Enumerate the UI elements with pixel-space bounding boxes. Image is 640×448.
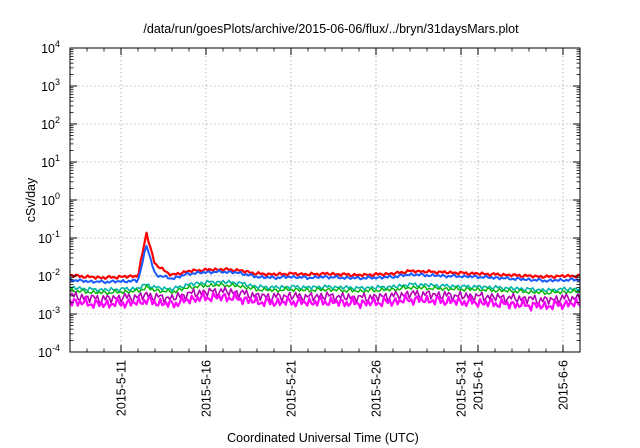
y-tick-labels: 10-4 10-3 10-2 10-1 100 101 102 103 104 [38,39,60,360]
series-line [69,282,581,296]
y-tick-label: 10-4 [38,343,60,360]
x-tick-labels: 2015-5-11 2015-5-16 2015-5-21 2015-5-26 2015… [115,360,571,417]
x-tick-label: 2015-5-16 [200,360,214,417]
y-axis-label: cSv/day [24,177,38,222]
y-tick-label: 100 [41,191,60,208]
y-tick-label: 102 [41,115,60,132]
grid [70,48,580,352]
x-tick-label: 2015-5-31 [455,360,469,417]
series-line [69,286,581,305]
y-tick-label: 101 [41,153,60,170]
series-line [69,279,581,294]
x-tick-label: 2015-6-1 [472,360,486,410]
x-tick-label: 2015-6-6 [557,360,571,410]
y-tick-label: 103 [41,77,60,94]
series-layer [68,231,581,312]
x-tick-label: 2015-5-26 [370,360,384,417]
chart-title: /data/run/goesPlots/archive/2015-06-06/f… [143,22,519,36]
x-tick-label: 2015-5-21 [285,360,299,417]
x-tick-label: 2015-5-11 [115,360,129,416]
series-line [69,231,581,280]
series-line [68,291,581,312]
y-tick-label: 104 [41,39,60,56]
series-line [69,244,581,285]
ticks [69,47,581,353]
y-tick-label: 10-3 [38,305,60,322]
y-tick-label: 10-1 [38,229,60,246]
y-tick-label: 10-2 [38,267,60,284]
x-axis-label: Coordinated Universal Time (UTC) [227,431,419,445]
